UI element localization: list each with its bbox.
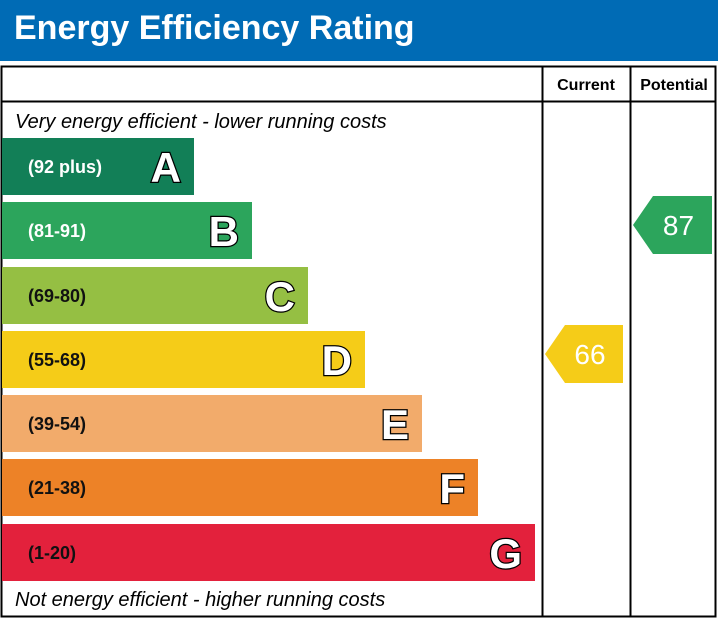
current-rating-arrow-shape <box>545 325 623 383</box>
band-range-label: (55-68) <box>28 350 86 370</box>
band-letter: F <box>439 465 465 512</box>
potential-rating-arrow-shape <box>633 196 712 254</box>
header-bar: Energy Efficiency Rating <box>0 0 718 61</box>
bottom-note: Not energy efficient - higher running co… <box>15 589 385 611</box>
band-range-label: (81-91) <box>28 221 86 241</box>
band-range-label: (21-38) <box>28 478 86 498</box>
band-letter: E <box>381 401 409 448</box>
band-range-label: (1-20) <box>28 543 76 563</box>
band-d: (55-68) D <box>2 331 365 388</box>
band-bar-f <box>2 459 478 516</box>
band-bar-c <box>2 267 308 324</box>
potential-rating-arrow: 87 <box>633 196 712 254</box>
column-header-potential: Potential <box>640 77 708 94</box>
page-title: Energy Efficiency Rating <box>14 9 415 47</box>
band-bar-d <box>2 331 365 388</box>
band-range-label: (92 plus) <box>28 157 102 177</box>
band-a: (92 plus) A <box>2 138 194 195</box>
band-bar-e <box>2 395 422 452</box>
band-f: (21-38) F <box>2 459 478 516</box>
potential-rating-arrow-value: 87 <box>663 210 694 241</box>
band-g: (1-20) G <box>2 524 535 581</box>
band-range-label: (39-54) <box>28 414 86 434</box>
band-range-label: (69-80) <box>28 286 86 306</box>
top-note: Very energy efficient - lower running co… <box>15 111 387 133</box>
column-header-current: Current <box>557 77 615 94</box>
band-c: (69-80) C <box>2 267 308 324</box>
band-bar-b <box>2 202 252 259</box>
band-bar-a <box>2 138 194 195</box>
band-letter: D <box>322 337 352 384</box>
frame <box>0 65 717 618</box>
current-rating-arrow-value: 66 <box>574 339 605 370</box>
current-rating-arrow: 66 <box>545 325 623 383</box>
band-letter: G <box>489 530 522 577</box>
band-letter: C <box>265 273 295 320</box>
band-b: (81-91) B <box>2 202 252 259</box>
band-e: (39-54) E <box>2 395 422 452</box>
band-letter: B <box>209 208 239 255</box>
band-letter: A <box>151 144 181 191</box>
band-bar-g <box>2 524 535 581</box>
